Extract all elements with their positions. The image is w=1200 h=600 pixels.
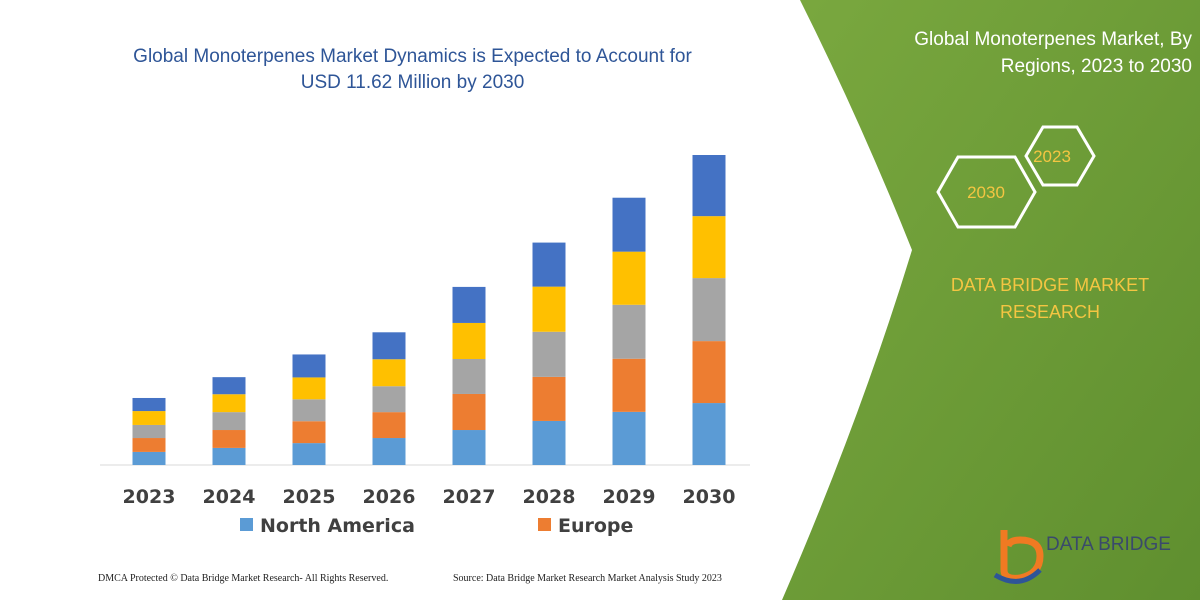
- bar-segment: [532, 376, 566, 421]
- bar-segment: [452, 286, 486, 323]
- bar-segment: [132, 424, 166, 439]
- bar-segment: [132, 397, 166, 412]
- x-tick-label: 2025: [283, 486, 336, 508]
- hexagon: [1024, 125, 1096, 187]
- bar-segment: [212, 430, 246, 448]
- bar-segment: [532, 286, 566, 332]
- bar-segment: [612, 304, 646, 359]
- bar-segment: [292, 354, 326, 378]
- bar-segment: [452, 430, 486, 465]
- bar-segment: [132, 451, 166, 465]
- bar-segment: [612, 411, 646, 465]
- bar-segment: [212, 377, 246, 395]
- bar-segment: [292, 443, 326, 465]
- bar-segment: [292, 377, 326, 400]
- bar-segment: [532, 331, 566, 377]
- bar-segment: [692, 216, 726, 279]
- x-tick-label: 2029: [603, 486, 656, 508]
- legend-label: North America: [260, 515, 415, 537]
- bar-segment: [212, 412, 246, 431]
- hex-label: 2030: [967, 183, 1005, 202]
- legend-swatch: [538, 518, 551, 531]
- bar-segment: [372, 438, 406, 465]
- bar-segment: [372, 412, 406, 439]
- brand: DATA BRIDGE MARKET RESEARCH: [950, 275, 1150, 322]
- bar-segment: [692, 155, 726, 217]
- bar-segment: [692, 341, 726, 404]
- footer-right: Source: Data Bridge Market Research Mark…: [453, 573, 722, 584]
- x-tick-label: 2023: [123, 486, 176, 508]
- x-tick-label: 2026: [363, 486, 416, 508]
- bar-segment: [452, 322, 486, 359]
- bar-segment: [612, 197, 646, 252]
- x-tick-label: 2024: [203, 486, 256, 508]
- side-panel-bg: [782, 0, 1200, 600]
- bar-segment: [372, 386, 406, 413]
- logo-icon: [1000, 530, 1044, 582]
- bar-segment: [532, 242, 566, 287]
- bar-segment: [132, 438, 166, 452]
- x-tick-label: 2030: [683, 486, 736, 508]
- hex-label: 2023: [1033, 147, 1071, 166]
- bar-segment: [692, 403, 726, 465]
- footer-left: DMCA Protected © Data Bridge Market Rese…: [98, 573, 389, 584]
- bar-segment: [372, 359, 406, 387]
- logo-text: DATA BRIDGE: [1046, 534, 1171, 555]
- bar-segment: [612, 251, 646, 305]
- bar-segment: [212, 447, 246, 465]
- hexagon: [936, 155, 1037, 229]
- x-tick-label: 2027: [443, 486, 496, 508]
- bar-segment: [532, 420, 566, 465]
- bar-segment: [292, 421, 326, 444]
- bar-segment: [692, 278, 726, 342]
- bar-segment: [132, 411, 166, 425]
- legend-swatch: [240, 518, 253, 531]
- legend-label: Europe: [558, 515, 633, 537]
- bar-segment: [452, 393, 486, 431]
- x-tick-label: 2028: [523, 486, 576, 508]
- logo-icon: [993, 568, 1042, 584]
- bar-segment: [212, 394, 246, 413]
- bar-segment: [452, 358, 486, 394]
- chart-title: Global Monoterpenes Market Dynamics is E…: [133, 46, 692, 93]
- panel-title: Global Monoterpenes Market, By Regions, …: [914, 29, 1192, 77]
- bar-segment: [292, 399, 326, 422]
- bar-segment: [372, 332, 406, 360]
- bar-segment: [612, 358, 646, 412]
